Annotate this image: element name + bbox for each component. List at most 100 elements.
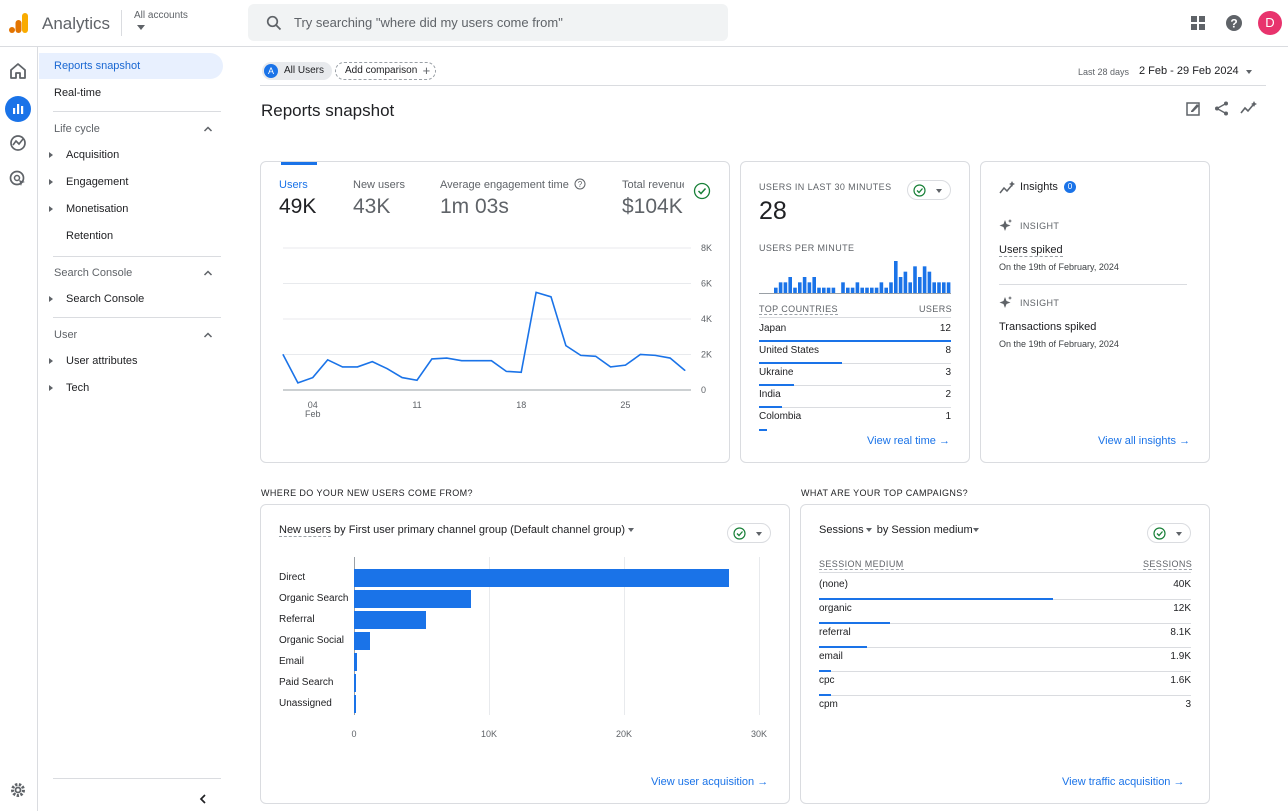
view-all-insights-link[interactable]: View all insights → [1098, 435, 1191, 447]
segment-chip[interactable]: A All Users [262, 62, 333, 80]
campaigns-chart-title[interactable]: Sessions by Session medium [819, 524, 979, 536]
channel-bar[interactable] [354, 653, 358, 671]
users-line-chart[interactable]: 8K 6K 4K 2K 0 04 11 18 25 Feb [261, 236, 729, 426]
nav-section-life-cycle[interactable]: Life cycle [54, 123, 100, 135]
table-row[interactable]: India 2 [759, 386, 951, 408]
account-selector[interactable]: All accounts [134, 10, 188, 21]
top-countries-header[interactable]: TOP COUNTRIES [759, 304, 838, 315]
search-bar[interactable] [248, 4, 728, 41]
dimension-selector[interactable]: First user primary channel group (Defaul… [348, 524, 626, 536]
table-row[interactable]: cpm 3 [819, 696, 1191, 720]
channel-bar[interactable] [354, 632, 371, 650]
help-icon[interactable]: ? [1224, 13, 1244, 33]
nav-item-monetisation[interactable]: Monetisation [39, 196, 223, 222]
view-user-acquisition-link[interactable]: View user acquisition → [651, 776, 769, 788]
realtime-options-dropdown[interactable] [907, 180, 951, 200]
home-icon[interactable] [8, 61, 28, 81]
metric-label-users[interactable]: Users [279, 179, 308, 191]
insights-trend-icon [999, 181, 1015, 194]
session-medium-header[interactable]: SESSION MEDIUM [819, 559, 904, 570]
dimension-selector[interactable]: Session medium [891, 524, 973, 536]
metric-value-engagement-time[interactable]: 1m 03s [440, 195, 509, 218]
channel-bar[interactable] [354, 674, 357, 692]
table-row[interactable]: Ukraine 3 [759, 364, 951, 386]
verified-check-icon[interactable] [693, 182, 711, 200]
date-caret-icon[interactable] [1246, 70, 1252, 74]
campaigns-options-dropdown[interactable] [1147, 523, 1191, 543]
insight-title-transactions-spiked[interactable]: Transactions spiked [999, 321, 1097, 333]
search-input[interactable] [294, 4, 714, 41]
date-range-picker[interactable]: 2 Feb - 29 Feb 2024 [1139, 65, 1239, 77]
advertising-icon[interactable] [8, 169, 28, 189]
nav-item-user-attributes[interactable]: User attributes [39, 348, 223, 374]
chevron-up-icon[interactable] [203, 124, 213, 134]
metric-label-engagement-time[interactable]: Average engagement time [440, 179, 569, 191]
nav-section-search-console[interactable]: Search Console [54, 267, 133, 279]
metric-value-users[interactable]: 49K [279, 195, 317, 218]
metric-label-revenue[interactable]: Total revenue [622, 179, 684, 191]
users-data-point [431, 358, 433, 360]
metric-selector[interactable]: New users [279, 524, 331, 537]
nav-item-search-console[interactable]: Search Console [39, 286, 223, 312]
avatar[interactable]: D [1258, 11, 1282, 35]
table-row[interactable]: organic 12K [819, 600, 1191, 624]
share-icon[interactable] [1213, 100, 1230, 117]
channel-bar[interactable] [354, 569, 730, 587]
metric-label-new-users[interactable]: New users [353, 179, 405, 191]
nav-item-tech[interactable]: Tech [39, 375, 223, 401]
metric-selector[interactable]: Sessions [819, 524, 864, 536]
users-data-point [520, 371, 522, 373]
settings-gear-icon[interactable] [8, 780, 28, 800]
analytics-logo-icon[interactable] [8, 12, 30, 34]
table-row[interactable]: cpc 1.6K [819, 672, 1191, 696]
channel-bar[interactable] [354, 695, 356, 713]
users-data-point [416, 379, 418, 381]
table-row[interactable]: (none) 40K [819, 576, 1191, 600]
sparkle-icon [999, 219, 1012, 231]
metric-value-new-users[interactable]: 43K [353, 195, 391, 218]
users-data-point [476, 360, 478, 362]
sessions-header[interactable]: SESSIONS [1143, 559, 1193, 570]
chevron-up-icon[interactable] [203, 268, 213, 278]
caret-down-icon[interactable] [972, 528, 979, 533]
acquisition-chart-title[interactable]: New users by First user primary channel … [279, 524, 635, 537]
users-per-minute-chart[interactable] [759, 258, 951, 294]
acquisition-options-dropdown[interactable] [727, 523, 771, 543]
caret-down-icon [936, 189, 942, 193]
collapse-nav-icon[interactable] [197, 793, 209, 805]
table-row[interactable]: Colombia 1 [759, 408, 951, 431]
view-traffic-acquisition-link[interactable]: View traffic acquisition → [1062, 776, 1185, 788]
country-users: 2 [945, 389, 951, 400]
info-icon[interactable]: ? [574, 178, 586, 190]
nav-item-engagement[interactable]: Engagement [39, 169, 223, 195]
view-realtime-link[interactable]: View real time → [867, 435, 950, 447]
metric-value-revenue[interactable]: $104K [622, 195, 683, 218]
channel-bar[interactable] [354, 590, 472, 608]
nav-item-retention[interactable]: Retention [66, 230, 114, 242]
acquisition-section-title: WHERE DO YOUR NEW USERS COME FROM? [261, 488, 473, 498]
caret-down-icon[interactable] [865, 528, 872, 533]
chevron-up-icon[interactable] [203, 330, 213, 340]
table-row[interactable]: Japan 12 [759, 320, 951, 342]
insights-sparkle-icon[interactable] [1240, 100, 1257, 117]
insight-title-users-spiked[interactable]: Users spiked [999, 244, 1063, 257]
session-share-bar [819, 598, 1054, 600]
reports-icon[interactable] [5, 96, 31, 122]
nav-section-user[interactable]: User [54, 329, 78, 341]
apps-grid-icon[interactable] [1188, 13, 1208, 33]
country-share-bar [759, 429, 767, 431]
caret-down-icon[interactable] [628, 528, 635, 533]
header-divider [260, 85, 1266, 86]
country-share-bar [759, 362, 842, 364]
add-comparison-button[interactable]: Add comparison + [335, 62, 437, 80]
explore-icon[interactable] [8, 133, 28, 153]
nav-item-acquisition[interactable]: Acquisition [39, 142, 223, 168]
account-caret-icon[interactable] [137, 25, 145, 30]
customize-report-icon[interactable] [1185, 100, 1202, 117]
table-row[interactable]: referral 8.1K [819, 624, 1191, 648]
channel-bar[interactable] [354, 611, 426, 629]
nav-reports-snapshot[interactable]: Reports snapshot [39, 53, 223, 79]
nav-real-time[interactable]: Real-time [54, 87, 102, 99]
table-row[interactable]: United States 8 [759, 342, 951, 364]
table-row[interactable]: email 1.9K [819, 648, 1191, 672]
